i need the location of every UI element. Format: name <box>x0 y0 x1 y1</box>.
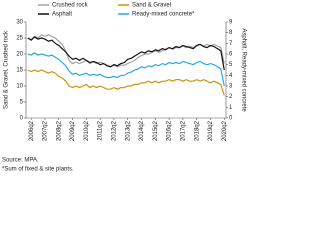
x-tick-label: 2016q2 <box>167 120 173 141</box>
y2-tick-label: 0 <box>229 116 233 122</box>
y-tick-label: 20 <box>16 52 23 58</box>
x-tick-label: 2007q2 <box>43 120 49 141</box>
x-tick-label: 2008q2 <box>56 120 62 141</box>
x-tick-label: 2013q2 <box>125 120 131 141</box>
x-tick-label: 2018q2 <box>194 120 200 141</box>
note: *Sum of fixed & site plants. <box>2 167 74 173</box>
legend-label: Ready-mixed concrete* <box>132 12 195 18</box>
x-tick-label: 2019q2 <box>208 120 214 141</box>
chart: Sand & Gravel, Crushed rock Asphalt, Rea… <box>2 3 246 173</box>
y2-tick-label: 6 <box>229 52 233 58</box>
y-tick-label: 15 <box>16 68 23 74</box>
y-tick-label: 0 <box>20 116 24 122</box>
legend-label: Sand & Gravel <box>132 3 171 9</box>
x-tick-label: 2017q2 <box>180 120 186 141</box>
y2-tick-label: 1 <box>229 105 233 111</box>
y-tick-label: 5 <box>20 100 24 106</box>
legend-label: Crushed rock <box>52 3 89 9</box>
y2-tick-label: 8 <box>229 30 233 36</box>
x-tick-label: 2009q2 <box>70 120 76 141</box>
series-line <box>27 52 225 87</box>
y2-tick-label: 7 <box>229 41 233 47</box>
y2-tick-label: 5 <box>229 62 233 68</box>
y2-tick-label: 9 <box>229 20 233 26</box>
x-tick-label: 2011q2 <box>98 120 104 140</box>
y-tick-label: 30 <box>16 20 23 26</box>
x-tick-label: 2006q2 <box>29 120 35 141</box>
series-line <box>27 34 225 68</box>
x-tick-label: 2015q2 <box>153 120 159 141</box>
y-tick-label: 25 <box>16 36 23 42</box>
x-tick-label: 2012q2 <box>112 120 118 141</box>
x-tick-label: 2010q2 <box>84 120 90 141</box>
y2-tick-label: 2 <box>229 94 233 100</box>
series-line <box>27 36 225 71</box>
legend-label: Asphalt <box>52 12 72 18</box>
series-line <box>27 69 225 96</box>
y-tick-label: 10 <box>16 84 23 90</box>
x-tick-label: 2020q2 <box>222 120 228 141</box>
x-tick-label: 2014q2 <box>139 120 145 141</box>
y2-axis-label: Asphalt, Ready-mixed concrete <box>240 28 246 112</box>
source: Source: MPA. <box>2 158 39 164</box>
y-axis-label: Sand & Gravel, Crushed rock <box>4 30 10 109</box>
y2-tick-label: 4 <box>229 73 233 79</box>
y2-tick-label: 3 <box>229 84 233 90</box>
